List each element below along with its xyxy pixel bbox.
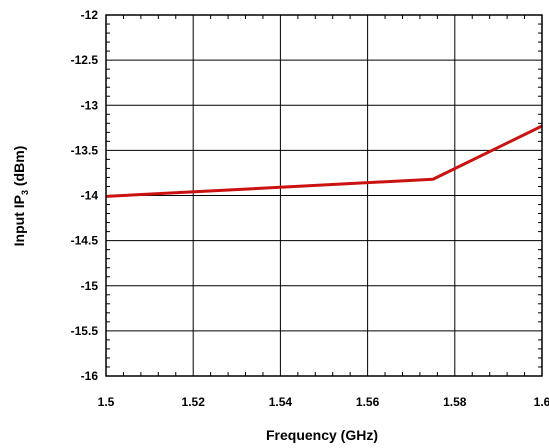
y-tick-label: -15.5 xyxy=(71,324,99,338)
y-tick-label: -12 xyxy=(81,8,99,22)
y-tick-label: -12.5 xyxy=(71,53,99,67)
x-tick-label: 1.6 xyxy=(534,395,549,409)
y-tick-labels: -12 -12.5 -13 -13.5 -14 -14.5 -15 -15.5 -16 xyxy=(71,8,99,383)
x-tick-label: 1.5 xyxy=(98,395,115,409)
plot-frame xyxy=(105,14,543,377)
x-tick-label: 1.54 xyxy=(269,395,293,409)
plot-area xyxy=(105,14,543,377)
y-axis-title-main: Input IP xyxy=(11,195,27,246)
x-tick-label: 1.56 xyxy=(356,395,380,409)
x-tick-label: 1.52 xyxy=(182,395,206,409)
x-axis-title: Frequency (GHz) xyxy=(266,427,378,443)
y-axis-title-subscript: 3 xyxy=(20,190,30,195)
y-tick-label: -16 xyxy=(81,369,99,383)
y-tick-label: -13.5 xyxy=(71,143,99,157)
y-tick-label: -15 xyxy=(81,279,99,293)
x-tick-labels: 1.5 1.52 1.54 1.56 1.58 1.6 xyxy=(98,395,549,409)
y-tick-label: -13 xyxy=(81,98,99,112)
y-axis-title-unit: (dBm) xyxy=(11,146,27,190)
y-tick-label: -14.5 xyxy=(71,234,99,248)
x-tick-label: 1.58 xyxy=(443,395,467,409)
y-axis-title: Input IP3 (dBm) xyxy=(11,146,30,247)
series-line xyxy=(105,124,543,198)
series-layer xyxy=(105,124,543,198)
y-tick-label: -14 xyxy=(81,189,99,203)
